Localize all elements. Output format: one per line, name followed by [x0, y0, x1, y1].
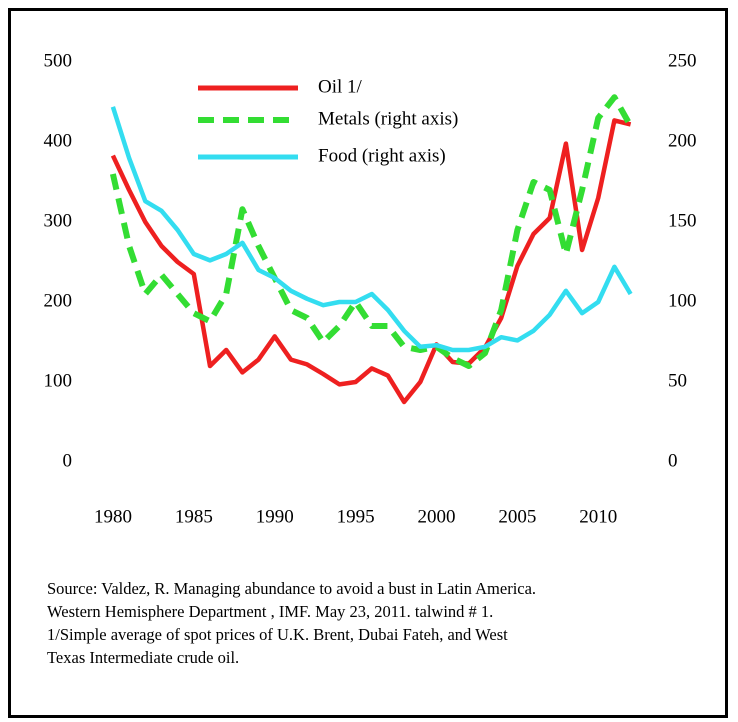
y-tick-label: 400 — [44, 130, 73, 151]
y2-tick-label: 200 — [668, 130, 697, 151]
y2-tick-label: 100 — [668, 290, 697, 311]
legend-label: Oil 1/ — [318, 76, 363, 97]
source-note: Texas Intermediate crude oil. — [47, 648, 239, 667]
source-note: 1/Simple average of spot prices of U.K. … — [47, 625, 508, 644]
x-tick-label: 1985 — [175, 506, 213, 527]
y-tick-label: 200 — [44, 290, 73, 311]
x-tick-label: 2005 — [498, 506, 536, 527]
x-tick-label: 1990 — [256, 506, 294, 527]
series-line — [109, 94, 634, 369]
y2-tick-label: 0 — [668, 450, 678, 471]
y2-tick-label: 150 — [668, 210, 697, 231]
x-tick-label: 2000 — [417, 506, 455, 527]
source-note: Western Hemisphere Department , IMF. May… — [47, 602, 493, 621]
series-line — [110, 118, 632, 405]
y2-tick-label: 250 — [668, 50, 697, 71]
legend-label: Metals (right axis) — [318, 108, 458, 129]
y-tick-label: 500 — [44, 50, 73, 71]
x-tick-label: 2010 — [579, 506, 617, 527]
legend-label: Food (right axis) — [318, 145, 446, 166]
y2-tick-label: 50 — [668, 370, 687, 391]
x-tick-label: 1980 — [94, 506, 132, 527]
y-tick-label: 300 — [44, 210, 73, 231]
series-line — [110, 106, 633, 353]
x-tick-label: 1995 — [337, 506, 375, 527]
frame — [8, 8, 728, 718]
y-tick-label: 0 — [63, 450, 73, 471]
y-tick-label: 100 — [44, 370, 73, 391]
source-note: Source: Valdez, R. Managing abundance to… — [47, 579, 536, 598]
